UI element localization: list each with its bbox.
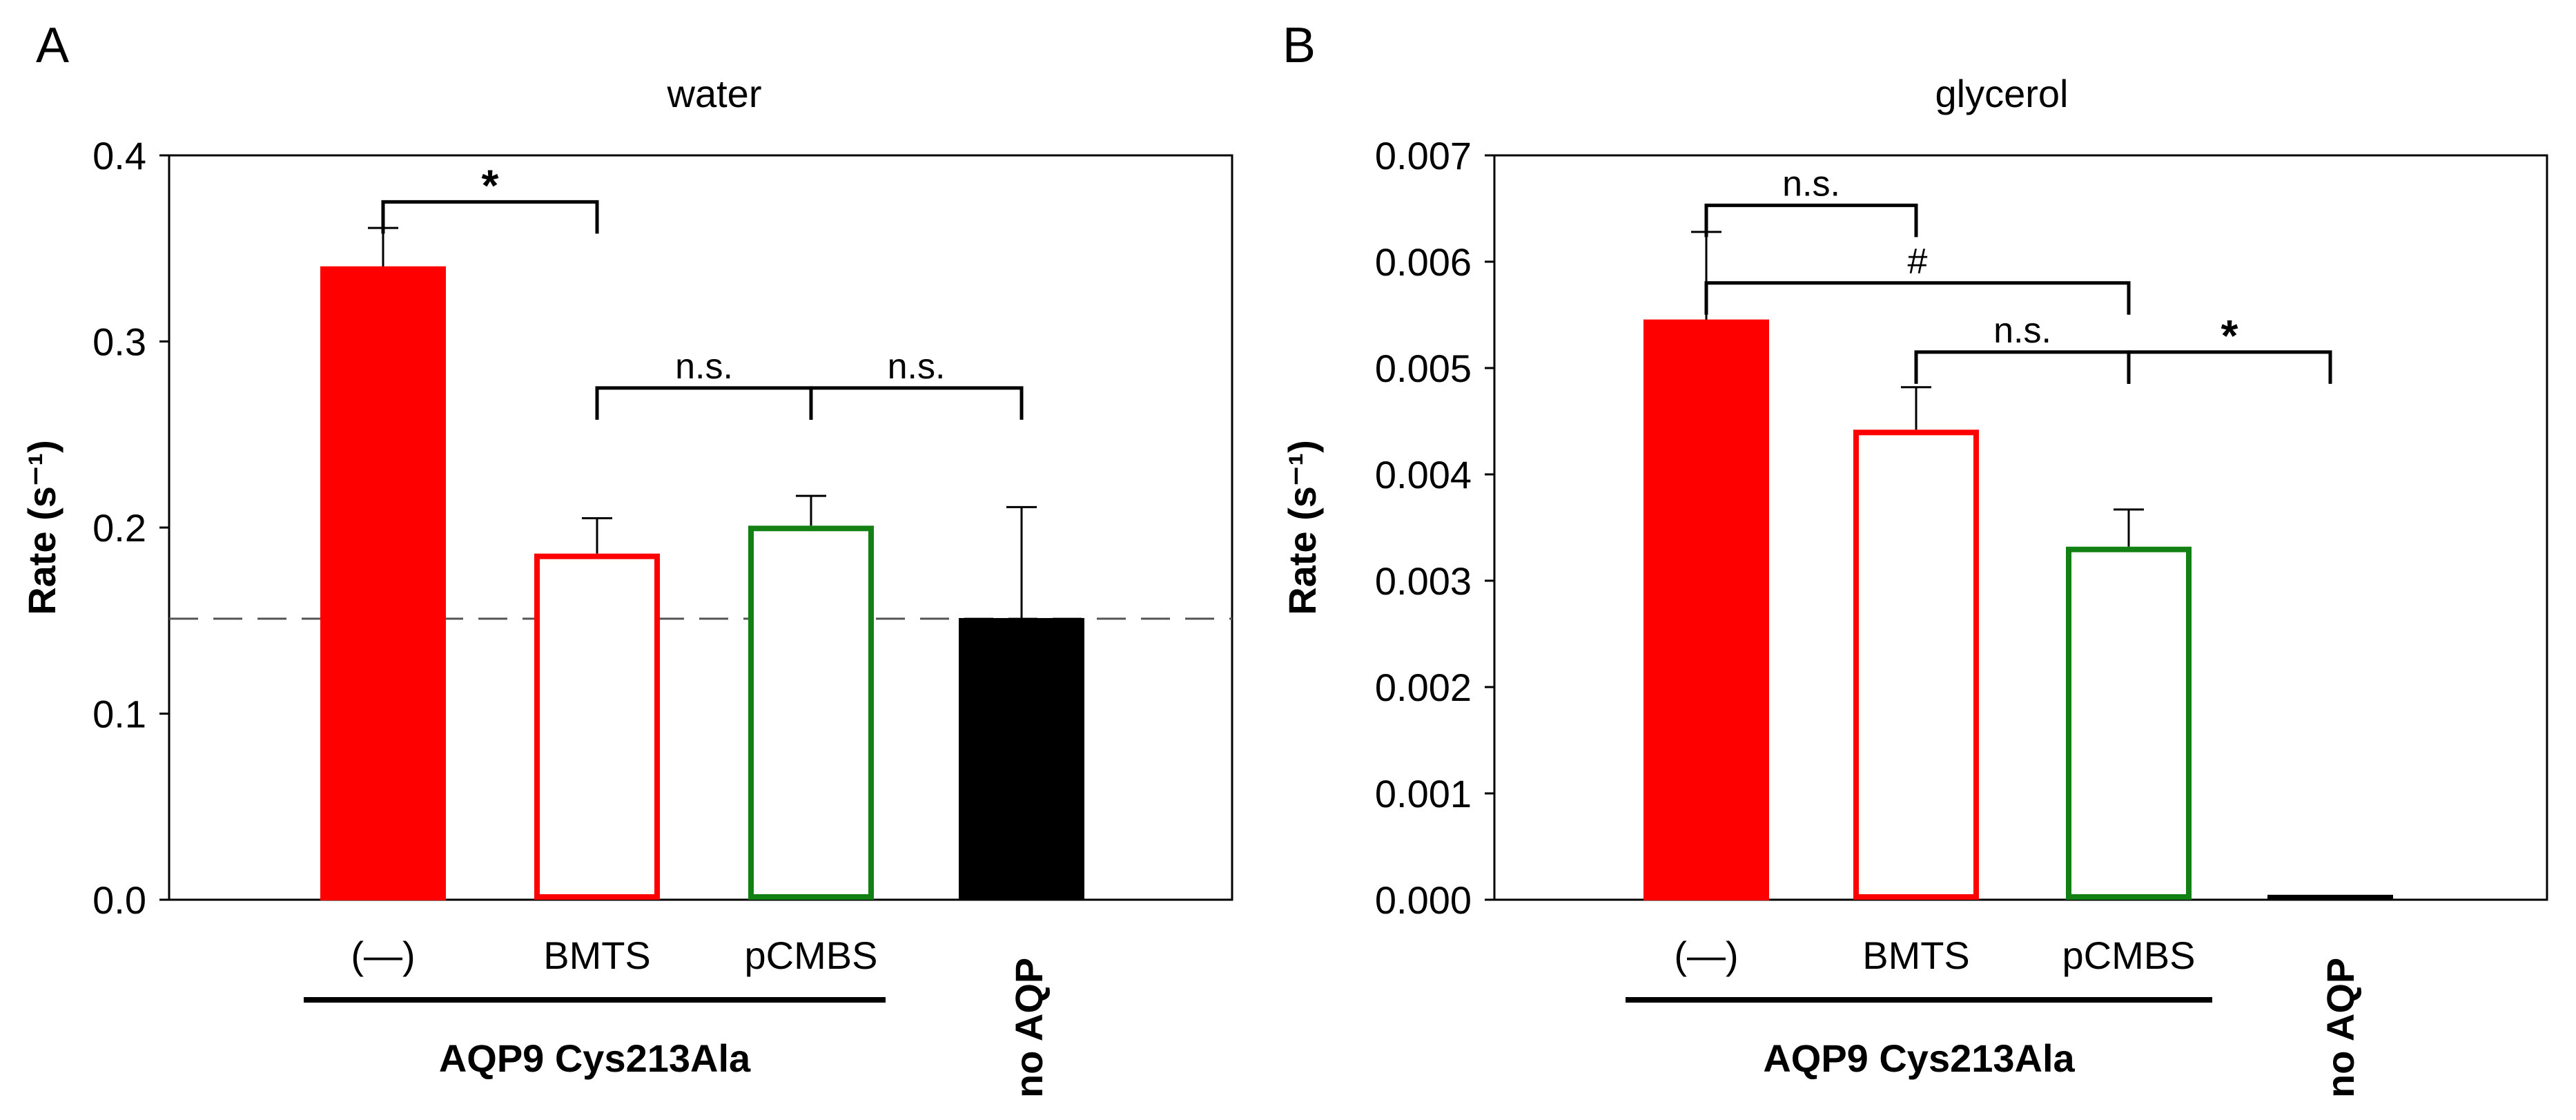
significance-bracket (595, 386, 813, 420)
significance-label: n.s. (1782, 164, 1840, 204)
category-label: (—) (351, 934, 415, 977)
significance-bracket (381, 200, 599, 234)
significance-label: n.s. (675, 347, 733, 387)
y-tick-label: 0.1 (92, 693, 146, 736)
category-label: no AQP (2319, 958, 2362, 1098)
y-tick-label: 0.001 (1375, 772, 1472, 815)
bar-1 (1643, 319, 1769, 900)
significance-label: n.s. (888, 347, 946, 387)
y-tick-label: 0.003 (1375, 559, 1472, 603)
y-tick-label: 0.000 (1375, 878, 1472, 922)
y-tick-label: 0.002 (1375, 666, 1472, 709)
y-axis-label: Rate (s⁻¹) (1280, 440, 1324, 615)
chart-title: water (667, 72, 762, 115)
category-label: pCMBS (2062, 934, 2196, 977)
chart-title: glycerol (1935, 72, 2069, 115)
bar-3 (748, 525, 874, 900)
panel-label: A (36, 18, 69, 73)
y-axis-label: Rate (s⁻¹) (20, 440, 64, 615)
category-label: pCMBS (745, 934, 878, 977)
y-tick-label: 0.0 (92, 878, 146, 922)
bar-1 (320, 266, 446, 900)
bar-3 (2066, 546, 2192, 900)
y-tick-label: 0.3 (92, 320, 146, 364)
y-tick-label: 0.2 (92, 506, 146, 550)
significance-bracket (1914, 350, 2131, 384)
category-label: no AQP (1007, 958, 1051, 1098)
significance-label: n.s. (1993, 311, 2051, 351)
y-tick-label: 0.004 (1375, 453, 1472, 496)
bar-4 (2267, 894, 2393, 900)
significance-bracket (1704, 281, 2131, 315)
plot-frame (1493, 154, 2548, 901)
bar-4 (959, 618, 1084, 900)
category-label: BMTS (543, 934, 651, 977)
significance-bracket (2127, 350, 2332, 384)
significance-label: * (2221, 311, 2238, 360)
y-tick-label: 0.005 (1375, 347, 1472, 390)
panel-label: B (1282, 18, 1316, 73)
y-tick-label: 0.006 (1375, 240, 1472, 284)
category-label: (—) (1674, 934, 1738, 977)
group-label: AQP9 Cys213Ala (439, 1036, 751, 1080)
category-label: BMTS (1862, 934, 1970, 977)
bar-2 (1853, 429, 1979, 900)
significance-bracket (1704, 203, 1918, 238)
significance-bracket (809, 386, 1024, 420)
y-tick-label: 0.4 (92, 134, 146, 177)
group-label: AQP9 Cys213Ala (1763, 1036, 2075, 1080)
significance-label: # (1908, 242, 1928, 282)
bar-2 (534, 553, 660, 900)
significance-label: * (482, 160, 499, 210)
y-tick-label: 0.007 (1375, 134, 1472, 177)
